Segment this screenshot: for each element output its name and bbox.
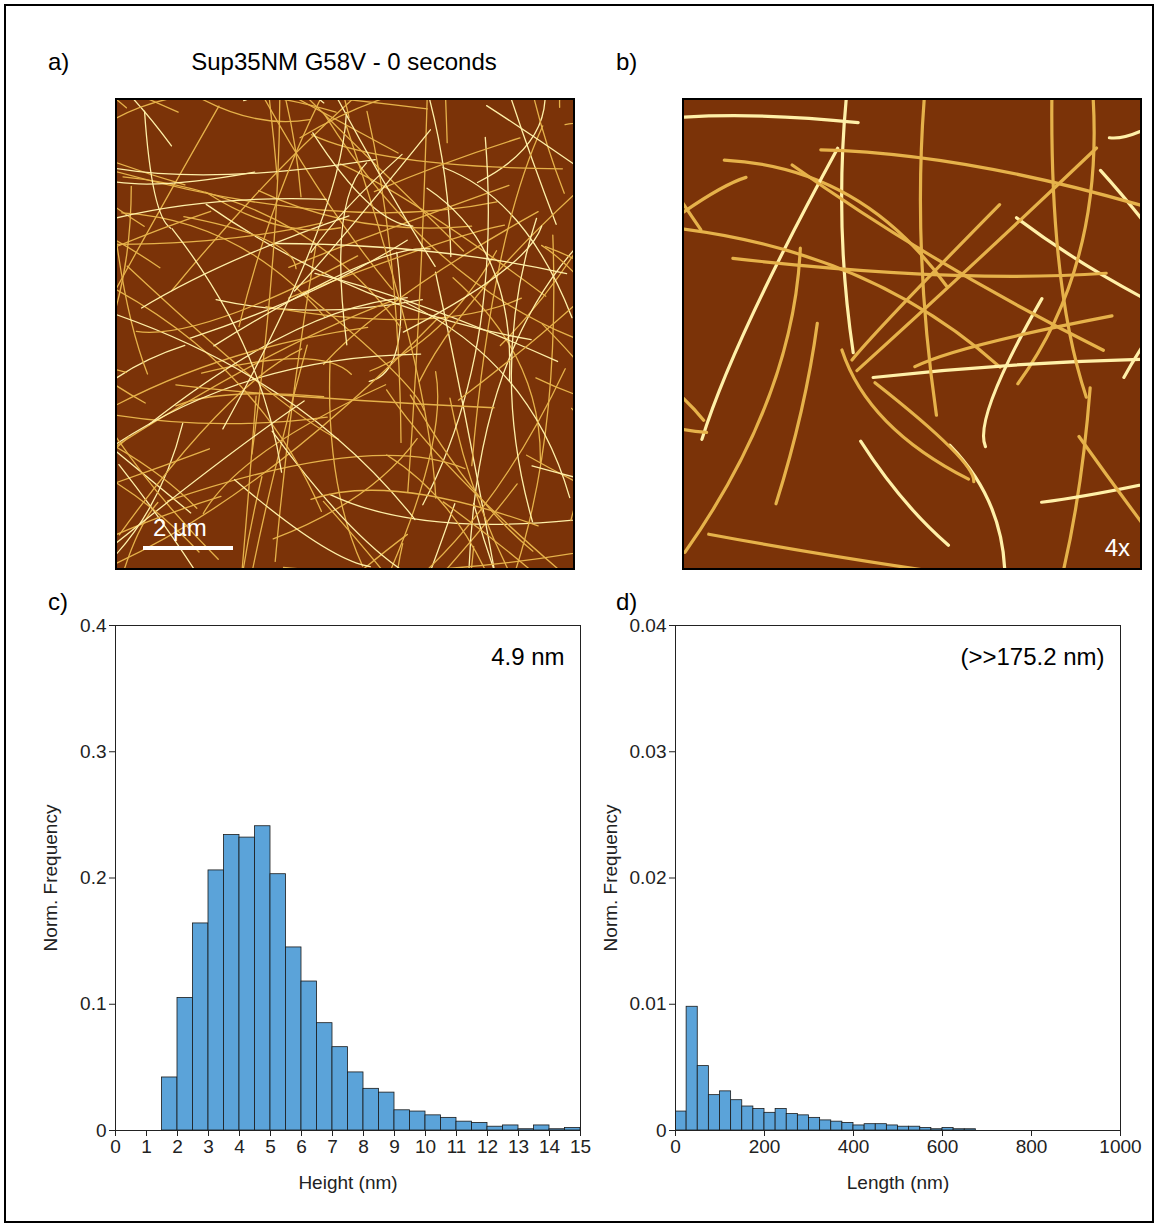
svg-text:15: 15 (570, 1136, 591, 1157)
svg-text:0.3: 0.3 (80, 741, 106, 762)
svg-text:5: 5 (265, 1136, 276, 1157)
svg-text:0: 0 (110, 1136, 121, 1157)
svg-text:12: 12 (477, 1136, 498, 1157)
svg-text:1000: 1000 (1099, 1136, 1141, 1157)
svg-text:600: 600 (927, 1136, 959, 1157)
svg-text:9: 9 (389, 1136, 400, 1157)
html-text:c): c) (48, 588, 68, 615)
svg-text:Height (nm): Height (nm) (298, 1172, 397, 1193)
svg-text:6: 6 (296, 1136, 307, 1157)
svg-text:800: 800 (1016, 1136, 1048, 1157)
svg-text:4: 4 (234, 1136, 245, 1157)
svg-text:3: 3 (203, 1136, 214, 1157)
svg-text:0.2: 0.2 (80, 867, 106, 888)
svg-text:0.04: 0.04 (630, 615, 667, 636)
svg-text:200: 200 (749, 1136, 781, 1157)
svg-text:0: 0 (670, 1136, 681, 1157)
svg-text:14: 14 (539, 1136, 561, 1157)
svg-text:0.03: 0.03 (630, 741, 667, 762)
html-text:Sup35NM G58V - 0 seconds: Sup35NM G58V - 0 seconds (191, 48, 497, 75)
svg-text:4.9 nm: 4.9 nm (491, 643, 564, 670)
svg-text:11: 11 (447, 1136, 467, 1157)
svg-text:1: 1 (141, 1136, 152, 1157)
svg-text:0: 0 (656, 1120, 667, 1141)
svg-text:7: 7 (327, 1136, 338, 1157)
svg-text:0.02: 0.02 (630, 867, 667, 888)
svg-text:8: 8 (358, 1136, 369, 1157)
svg-text:Norm. Frequency: Norm. Frequency (600, 804, 621, 951)
svg-text:400: 400 (838, 1136, 870, 1157)
svg-text:Length (nm): Length (nm) (847, 1172, 949, 1193)
html-text:b): b) (616, 48, 638, 75)
svg-text:10: 10 (415, 1136, 436, 1157)
svg-text:0.4: 0.4 (80, 615, 107, 636)
html-text:a): a) (48, 48, 70, 75)
svg-text:13: 13 (508, 1136, 529, 1157)
svg-text:0: 0 (96, 1120, 107, 1141)
html-text:d): d) (616, 588, 638, 615)
svg-text:2 µm: 2 µm (153, 514, 207, 541)
svg-text:4x: 4x (1105, 534, 1130, 561)
svg-text:0.1: 0.1 (80, 993, 106, 1014)
svg-text:(>>175.2 nm): (>>175.2 nm) (960, 643, 1104, 670)
svg-text:0.01: 0.01 (630, 993, 667, 1014)
svg-text:2: 2 (172, 1136, 183, 1157)
svg-text:Norm. Frequency: Norm. Frequency (40, 804, 61, 951)
